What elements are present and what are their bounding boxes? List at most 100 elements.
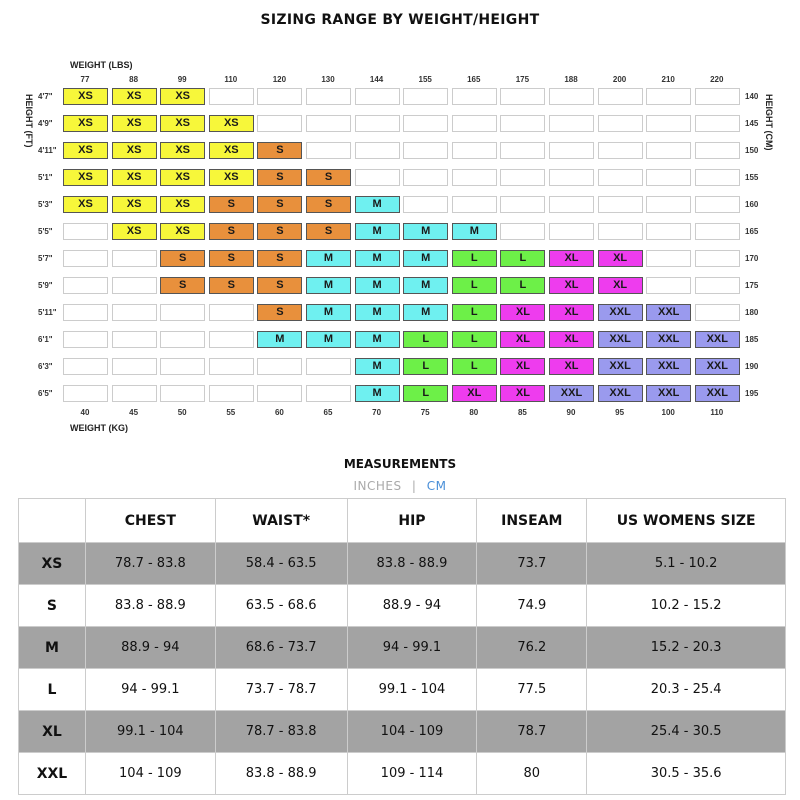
size-cell-s: S — [160, 250, 206, 267]
empty-cell — [160, 358, 206, 375]
unit-toggle: INCHES | CM — [0, 479, 800, 493]
size-cell-xl: XL — [549, 277, 594, 294]
table-row: XXL 104 - 109 83.8 - 88.9 109 - 114 80 30.5 -… — [18, 752, 786, 795]
empty-cell — [646, 277, 692, 294]
size-cell-xxl: XXL — [646, 385, 692, 402]
lbs-tick: 130 — [321, 75, 335, 84]
measurement-cell: 88.9 - 94 — [84, 626, 216, 669]
size-cell-s: S — [257, 196, 303, 213]
size-cell-l: L — [500, 277, 546, 294]
empty-cell — [306, 115, 351, 132]
size-cell-m: M — [403, 250, 449, 267]
lbs-tick: 188 — [564, 75, 578, 84]
size-cell-xxl: XXL — [694, 331, 740, 348]
table-row: XS 78.7 - 83.8 58.4 - 63.5 83.8 - 88.9 73.7 5… — [18, 542, 786, 585]
empty-cell — [306, 358, 351, 375]
empty-cell — [597, 169, 643, 186]
size-cell-xxl: XXL — [694, 385, 740, 402]
kg-tick: 90 — [566, 408, 576, 417]
empty-cell — [208, 385, 254, 402]
kg-tick: 55 — [226, 408, 236, 417]
size-cell-s: S — [257, 142, 303, 159]
measurement-cell: 68.6 - 73.7 — [214, 626, 348, 669]
empty-cell — [694, 223, 740, 240]
measurement-cell: 5.1 - 10.2 — [586, 542, 786, 585]
height-ft-tick: 5'3" — [38, 200, 53, 209]
size-label: XS — [18, 542, 86, 585]
measurement-cell: 99.1 - 104 — [346, 668, 478, 711]
kg-tick: 95 — [615, 408, 625, 417]
measurement-cell: 58.4 - 63.5 — [214, 542, 348, 585]
kg-tick: 85 — [517, 408, 527, 417]
measurement-cell: 78.7 - 83.8 — [214, 710, 348, 753]
empty-cell — [63, 331, 108, 348]
size-label: XL — [18, 710, 86, 753]
size-cell-s: S — [306, 196, 351, 213]
measurement-cell: 104 - 109 — [84, 752, 216, 795]
size-cell-l: L — [451, 358, 497, 375]
size-cell-xxl: XXL — [646, 331, 692, 348]
empty-cell — [257, 88, 303, 105]
size-cell-l: L — [451, 277, 497, 294]
cm-toggle[interactable]: CM — [426, 479, 447, 493]
size-cell-xxl: XXL — [597, 331, 643, 348]
size-cell-s: S — [257, 250, 303, 267]
measurement-cell: 63.5 - 68.6 — [214, 584, 348, 627]
empty-cell — [646, 196, 692, 213]
empty-cell — [208, 88, 254, 105]
empty-cell — [597, 115, 643, 132]
kg-tick: 80 — [469, 408, 479, 417]
size-cell-s: S — [257, 169, 303, 186]
measurement-cell: 73.7 — [476, 542, 588, 585]
empty-cell — [549, 142, 594, 159]
empty-cell — [208, 331, 254, 348]
column-header: WAIST* — [214, 498, 348, 543]
empty-cell — [597, 223, 643, 240]
height-ft-label: HEIGHT (FT) — [24, 94, 34, 148]
height-ft-tick: 6'3" — [38, 362, 53, 371]
lbs-tick: 165 — [467, 75, 481, 84]
size-cell-xs: XS — [63, 142, 108, 159]
size-cell-m: M — [403, 277, 449, 294]
kg-tick: 45 — [129, 408, 139, 417]
height-cm-tick: 140 — [745, 92, 759, 101]
empty-cell — [500, 196, 546, 213]
size-cell-m: M — [354, 358, 400, 375]
lbs-tick: 88 — [129, 75, 139, 84]
empty-cell — [63, 250, 108, 267]
measurement-cell: 78.7 - 83.8 — [84, 542, 216, 585]
empty-cell — [549, 115, 594, 132]
height-ft-tick: 6'5" — [38, 389, 53, 398]
size-cell-xl: XL — [500, 331, 546, 348]
size-cell-m: M — [257, 331, 303, 348]
measurement-cell: 25.4 - 30.5 — [586, 710, 786, 753]
kg-tick: 70 — [372, 408, 382, 417]
lbs-tick: 220 — [710, 75, 724, 84]
height-cm-tick: 180 — [745, 308, 759, 317]
column-header: US WOMENS SIZE — [586, 498, 786, 543]
size-cell-xs: XS — [208, 115, 254, 132]
size-cell-xxl: XXL — [694, 358, 740, 375]
size-cell-xs: XS — [160, 115, 206, 132]
empty-cell — [694, 277, 740, 294]
height-ft-tick: 5'9" — [38, 281, 53, 290]
empty-cell — [694, 196, 740, 213]
size-cell-s: S — [208, 277, 254, 294]
empty-cell — [500, 88, 546, 105]
empty-cell — [451, 88, 497, 105]
kg-tick: 40 — [80, 408, 90, 417]
measurement-cell: 94 - 99.1 — [84, 668, 216, 711]
empty-cell — [111, 385, 157, 402]
lbs-tick: 110 — [224, 75, 238, 84]
empty-cell — [646, 115, 692, 132]
inches-toggle[interactable]: INCHES — [353, 479, 402, 493]
size-cell-l: L — [403, 331, 449, 348]
size-cell-xs: XS — [63, 169, 108, 186]
height-cm-tick: 195 — [745, 389, 759, 398]
empty-cell — [160, 304, 206, 321]
empty-cell — [694, 115, 740, 132]
measurement-cell: 83.8 - 88.9 — [84, 584, 216, 627]
empty-cell — [111, 250, 157, 267]
size-cell-xs: XS — [111, 223, 157, 240]
empty-cell — [549, 223, 594, 240]
